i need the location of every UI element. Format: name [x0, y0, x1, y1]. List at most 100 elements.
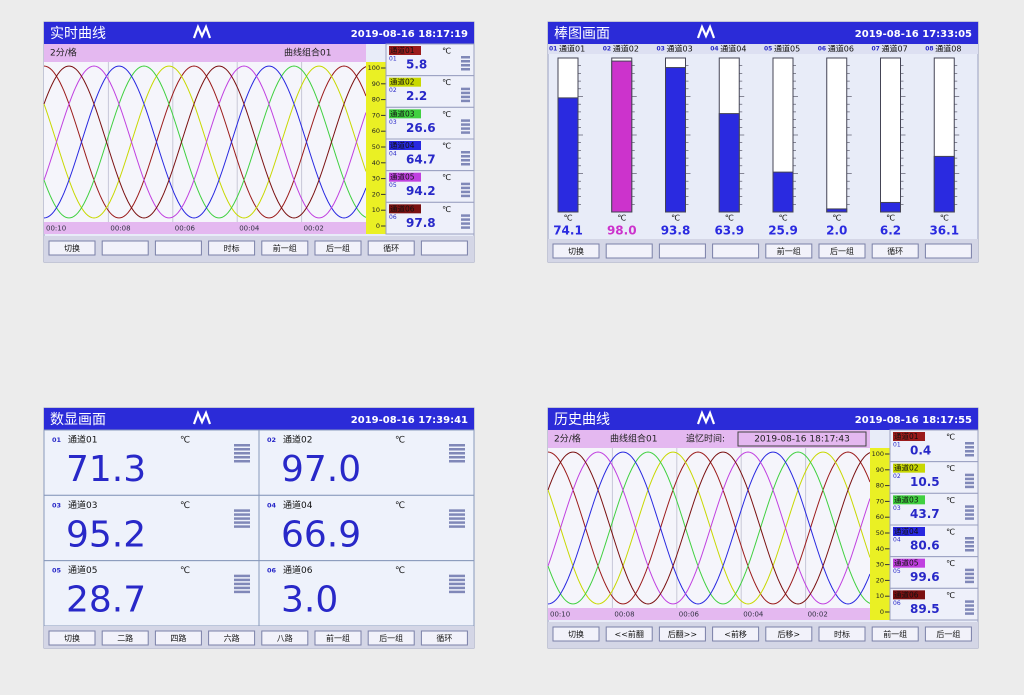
channel-name: 通道06: [283, 564, 313, 576]
button[interactable]: [208, 630, 256, 646]
bar-icon: [965, 545, 974, 548]
bar-icon: [461, 190, 470, 194]
button-label[interactable]: 循环: [436, 633, 452, 643]
trend-curve: [547, 451, 871, 605]
button[interactable]: [314, 240, 362, 256]
button[interactable]: [924, 626, 972, 642]
button[interactable]: [818, 626, 866, 642]
time-label: 00:10: [46, 225, 66, 233]
button-label[interactable]: 循环: [887, 246, 903, 256]
button-label[interactable]: 八路: [277, 633, 293, 643]
button[interactable]: [658, 243, 706, 259]
button[interactable]: [552, 243, 600, 259]
button-label[interactable]: 循环: [383, 243, 399, 253]
channel-name: 通道03: [667, 44, 693, 54]
button-label[interactable]: 后移>: [777, 629, 800, 639]
button[interactable]: [420, 240, 468, 256]
button-label[interactable]: 后一组: [379, 633, 403, 643]
channel-value: 89.5: [910, 602, 940, 616]
button-label[interactable]: 前一组: [883, 629, 907, 639]
button[interactable]: [314, 630, 362, 646]
channel-name: 通道05: [68, 564, 97, 576]
button-label[interactable]: 前一组: [777, 246, 801, 256]
button[interactable]: [605, 626, 653, 642]
button[interactable]: [552, 626, 600, 642]
channel-name: 通道04: [894, 526, 919, 536]
button-label[interactable]: 后一组: [326, 243, 350, 253]
button[interactable]: [818, 243, 866, 259]
button-label[interactable]: 后翻>>: [668, 629, 697, 639]
channel-unit: ℃: [564, 214, 573, 223]
button[interactable]: [871, 626, 919, 642]
button-label[interactable]: <<前翻: [614, 629, 643, 639]
button-label[interactable]: 切换: [64, 243, 80, 253]
time-label: 00:04: [743, 611, 764, 619]
button-label[interactable]: 切换: [568, 629, 584, 639]
button[interactable]: [605, 243, 653, 259]
button-label[interactable]: 四路: [170, 633, 186, 643]
button[interactable]: [712, 626, 760, 642]
time-label: 00:06: [175, 225, 196, 233]
button[interactable]: [154, 240, 202, 256]
bar-icon: [965, 454, 974, 457]
button[interactable]: [765, 243, 813, 259]
channel-name: 通道03: [390, 108, 415, 118]
bar-icon: [461, 99, 470, 103]
button[interactable]: [154, 630, 202, 646]
channel-no: 05: [52, 567, 62, 575]
button[interactable]: [765, 626, 813, 642]
button[interactable]: [261, 240, 309, 256]
button[interactable]: [658, 626, 706, 642]
bar-icon: [965, 608, 974, 611]
button-label[interactable]: 切换: [568, 246, 584, 256]
button[interactable]: [420, 630, 468, 646]
button-label[interactable]: 时标: [834, 629, 850, 639]
bar-icon: [234, 456, 250, 459]
channel-tag: [389, 141, 421, 150]
button-label[interactable]: 后一组: [830, 246, 854, 256]
channel-no: 07: [872, 46, 880, 53]
channel-no: 01: [893, 442, 901, 449]
button[interactable]: [712, 243, 760, 259]
recall-box: [737, 431, 867, 447]
bar-icon: [461, 127, 470, 130]
bar-icon: [234, 574, 250, 578]
bar-icon: [965, 517, 974, 520]
button[interactable]: [48, 240, 96, 256]
button-label[interactable]: 前一组: [326, 633, 350, 643]
channel-no: 03: [52, 501, 61, 509]
button-label[interactable]: <前移: [724, 629, 747, 639]
channel-value: 26.6: [406, 121, 436, 135]
bar: [665, 67, 686, 213]
scale-label: 10: [876, 592, 884, 600]
button[interactable]: [871, 243, 919, 259]
bar-icon: [449, 517, 465, 520]
button-label[interactable]: 后一组: [936, 629, 960, 639]
bar-icon: [461, 214, 470, 217]
button[interactable]: [101, 630, 149, 646]
bar-icon: [449, 578, 465, 582]
button-label[interactable]: 前一组: [273, 243, 297, 253]
button-label[interactable]: 二路: [117, 633, 133, 643]
bar-icon: [234, 521, 250, 524]
button[interactable]: [924, 243, 972, 259]
channel-value: 28.7: [66, 580, 146, 621]
button[interactable]: [48, 630, 96, 646]
button-label[interactable]: 六路: [224, 633, 240, 643]
label-row: [548, 44, 978, 54]
channel-name: 通道05: [774, 44, 800, 54]
channel-value: 36.1: [929, 224, 959, 238]
button-label[interactable]: 切换: [64, 633, 80, 643]
bar-icon: [461, 226, 470, 229]
channel-tag: [389, 46, 421, 55]
button[interactable]: [367, 630, 415, 646]
button[interactable]: [367, 240, 415, 256]
bar-icon: [234, 452, 250, 455]
button[interactable]: [261, 630, 309, 646]
button[interactable]: [208, 240, 256, 256]
channel-unit: ℃: [617, 214, 626, 223]
channel-value: 99.6: [910, 570, 940, 584]
trend-curve: [43, 65, 367, 219]
button-label[interactable]: 时标: [224, 243, 240, 253]
button[interactable]: [101, 240, 149, 256]
